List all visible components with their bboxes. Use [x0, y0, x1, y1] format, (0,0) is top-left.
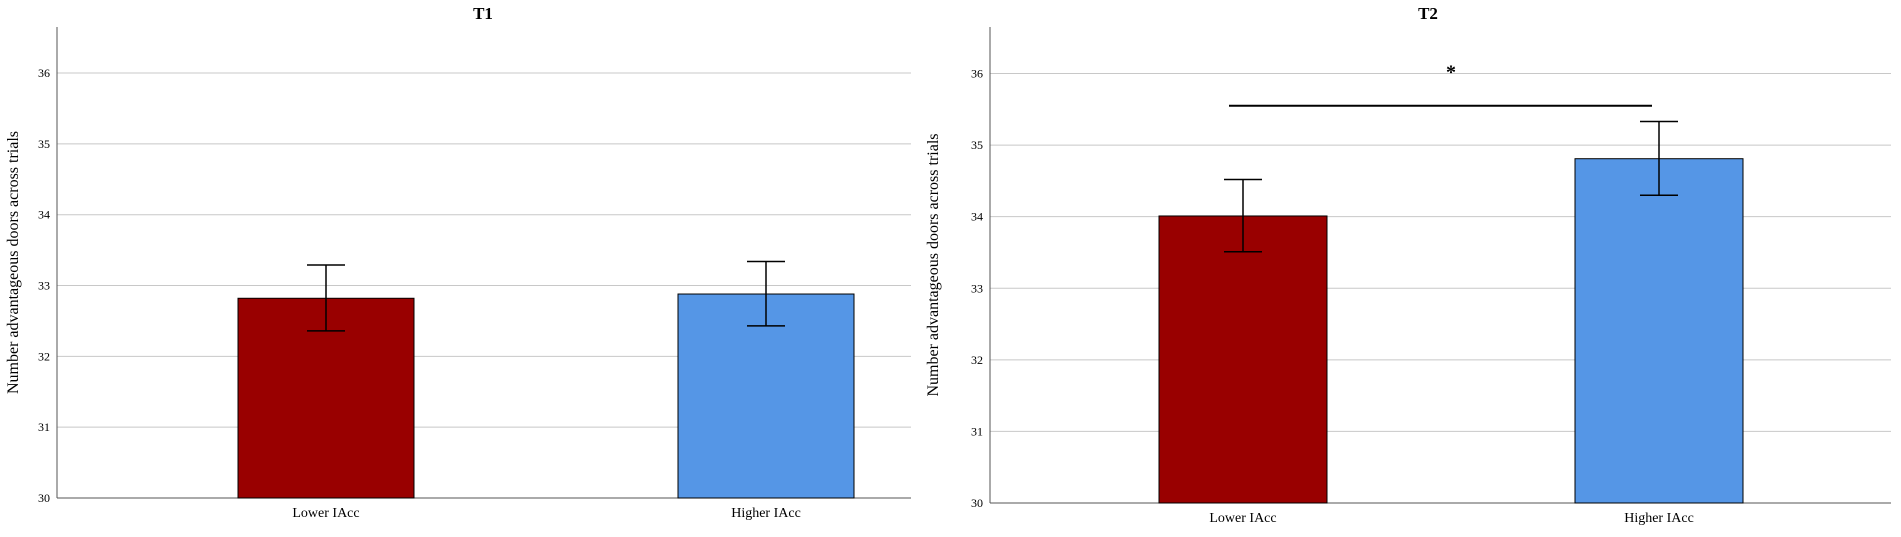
panel-t2: 30 31 32 33 34 35 36 Lower IAcc Higher IAcc T2 Num…: [925, 4, 1891, 526]
y-tick-label: 31: [38, 420, 50, 434]
y-tick-label: 35: [971, 138, 983, 152]
x-category-label: Higher IAcc: [731, 506, 801, 521]
x-category-label: Lower IAcc: [292, 506, 359, 521]
y-tick-label: 36: [38, 66, 50, 80]
y-tick-label: 30: [38, 491, 50, 505]
chart-title: T2: [1418, 4, 1438, 23]
y-tick-label: 33: [971, 281, 983, 295]
y-tick-label: 31: [971, 424, 983, 438]
y-tick-label: 32: [971, 353, 983, 367]
panel-t1: 30 31 32 33 34 35 36 Lower IAcc Higher IAcc T1 Num…: [5, 4, 911, 521]
y-axis-label: Number advantageous doors across trials: [925, 133, 942, 396]
y-tick-label: 30: [971, 496, 983, 510]
y-tick-label: 33: [38, 279, 50, 293]
x-category-label: Higher IAcc: [1624, 511, 1694, 526]
y-tick-label: 32: [38, 349, 50, 363]
y-axis-label: Number advantageous doors across trials: [5, 131, 22, 394]
bar: [1158, 215, 1328, 504]
bar: [1574, 158, 1744, 504]
significance-marker: *: [1446, 62, 1456, 84]
x-category-label: Lower IAcc: [1209, 511, 1276, 526]
y-tick-label: 36: [971, 67, 983, 81]
chart-title: T1: [473, 4, 493, 23]
bar: [677, 293, 855, 499]
y-tick-label: 34: [971, 210, 983, 224]
y-tick-label: 34: [38, 208, 50, 222]
y-tick-label: 35: [38, 137, 50, 151]
